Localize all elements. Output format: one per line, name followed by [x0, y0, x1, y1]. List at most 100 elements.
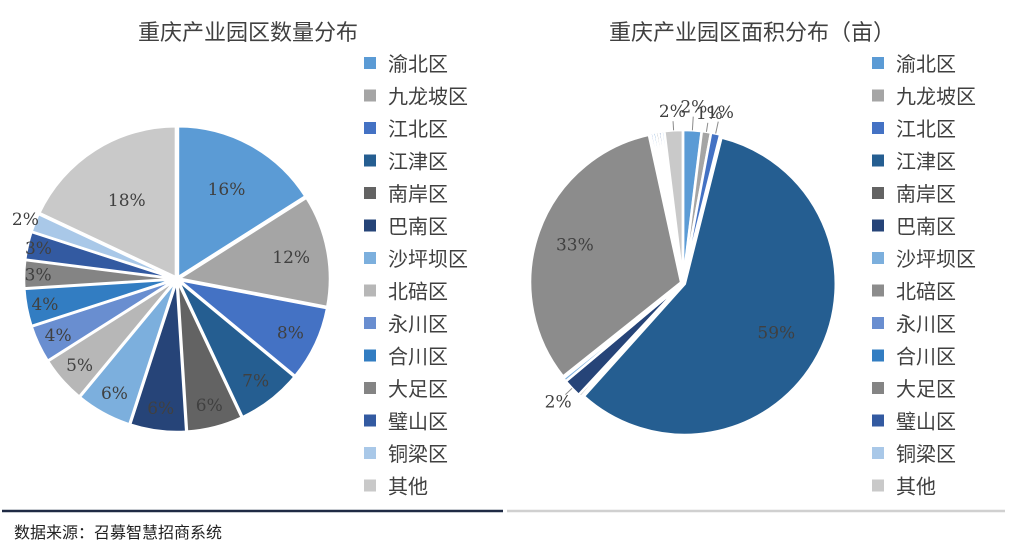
legend-label: 璧山区 [896, 410, 956, 434]
legend-label: 九龙坡区 [896, 85, 976, 109]
legend-item: 合川区 [872, 345, 956, 369]
legend-item: 沙坪坝区 [364, 247, 468, 271]
data-label: 2% [545, 392, 572, 412]
legend-swatch [364, 154, 376, 167]
legend-item: 其他 [872, 475, 936, 499]
data-label: 18% [108, 191, 146, 211]
pie-slice-14 [37, 125, 178, 280]
legend-item: 合川区 [364, 345, 448, 369]
legend-label: 其他 [388, 475, 428, 499]
pie-slice-1 [176, 124, 308, 280]
data-label: 1% [707, 103, 734, 123]
legend-label: 巴南区 [896, 215, 956, 239]
legend-item: 沙坪坝区 [872, 247, 976, 271]
pie-slice-2 [175, 195, 332, 309]
legend-item: 渝北区 [872, 52, 956, 76]
legend-item: 南岸区 [364, 182, 448, 206]
legend-swatch [364, 219, 376, 232]
data-label: 6% [196, 396, 223, 416]
pie-slice-7 [561, 283, 683, 384]
legend-label: 大足区 [896, 377, 956, 401]
legend-item: 大足区 [872, 377, 956, 401]
pie-slice-8 [528, 133, 683, 379]
legend-swatch [364, 252, 376, 264]
legend-swatch [872, 187, 884, 199]
legend-swatch [364, 447, 376, 459]
chart-title: 重庆产业园区数量分布 [138, 21, 358, 46]
legend-label: 北碚区 [896, 280, 956, 304]
legend-label: 其他 [896, 475, 936, 499]
legend-item: 其他 [364, 475, 428, 499]
data-label: 1% [696, 104, 723, 124]
legend-label: 永川区 [388, 312, 448, 336]
data-label: 7% [242, 371, 269, 391]
legend-item: 渝北区 [364, 52, 448, 76]
legend-item: 巴南区 [872, 215, 956, 239]
data-label: 8% [277, 323, 304, 343]
legend-label: 合川区 [896, 345, 956, 369]
legend-swatch [872, 414, 884, 427]
legend-label: 璧山区 [388, 410, 448, 434]
legend-label: 沙坪坝区 [896, 247, 976, 271]
legend-item: 大足区 [364, 377, 448, 401]
legend-swatch [364, 89, 376, 102]
legend-label: 永川区 [896, 312, 956, 336]
legend-swatch [872, 57, 884, 69]
legend-label: 南岸区 [388, 182, 448, 206]
pie-slice-14 [662, 128, 685, 282]
chart-quantity-distribution: 重庆产业园区数量分布 16% 12% 8% 7% 6% 6% 6% 5% 4% 4% 3% 3% 2% 1… [12, 21, 468, 499]
legend-item: 江津区 [872, 150, 956, 174]
legend-swatch [872, 479, 884, 492]
data-label: 2% [12, 210, 39, 230]
leader-line [672, 121, 675, 131]
legend-swatch [872, 317, 884, 329]
data-label: 6% [147, 399, 174, 419]
legend-swatch [364, 349, 376, 362]
legend-label: 大足区 [388, 377, 448, 401]
data-label: 4% [31, 295, 58, 315]
legend-item: 永川区 [364, 312, 448, 336]
source-note: 数据来源：召募智慧招商系统 [14, 523, 223, 542]
legend-item: 永川区 [872, 312, 956, 336]
data-label: 33% [556, 236, 594, 256]
data-label: 12% [272, 248, 310, 268]
legend-swatch [364, 57, 376, 69]
legend-label: 江北区 [896, 117, 956, 141]
data-label: 16% [208, 180, 246, 200]
legend-label: 沙坪坝区 [388, 247, 468, 271]
legend-item: 北碚区 [872, 280, 956, 304]
legend-item: 江津区 [364, 150, 448, 174]
leader-line [691, 116, 694, 131]
data-label: 5% [66, 356, 93, 376]
legend-item: 九龙坡区 [364, 85, 468, 109]
legend-item: 铜梁区 [364, 442, 448, 466]
legend-swatch [364, 122, 376, 134]
legend-swatch [872, 284, 884, 297]
pie-slice-4 [582, 135, 837, 437]
legend-label: 南岸区 [896, 182, 956, 206]
legend-item: 巴南区 [364, 215, 448, 239]
leader-line [705, 122, 709, 132]
legend-item: 璧山区 [872, 410, 956, 434]
legend-swatch [364, 382, 376, 394]
legend-label: 江北区 [388, 117, 448, 141]
legend-label: 北碚区 [388, 280, 448, 304]
legend-swatch [872, 154, 884, 167]
legend-swatch [364, 317, 376, 329]
legend-item: 璧山区 [364, 410, 448, 434]
legend-item: 南岸区 [872, 182, 956, 206]
legend-item: 江北区 [364, 117, 448, 141]
legend-swatch [872, 122, 884, 134]
data-label: 3% [25, 239, 52, 259]
data-label: 2% [659, 102, 686, 122]
legend-label: 九龙坡区 [388, 85, 468, 109]
legend-label: 合川区 [388, 345, 448, 369]
data-label: 59% [757, 324, 795, 344]
data-label: 2% [680, 98, 707, 118]
data-label: 6% [101, 384, 128, 404]
data-label: 3% [25, 266, 52, 286]
legend-item: 北碚区 [364, 280, 448, 304]
legend-swatch [364, 187, 376, 199]
legend-item: 江北区 [872, 117, 956, 141]
